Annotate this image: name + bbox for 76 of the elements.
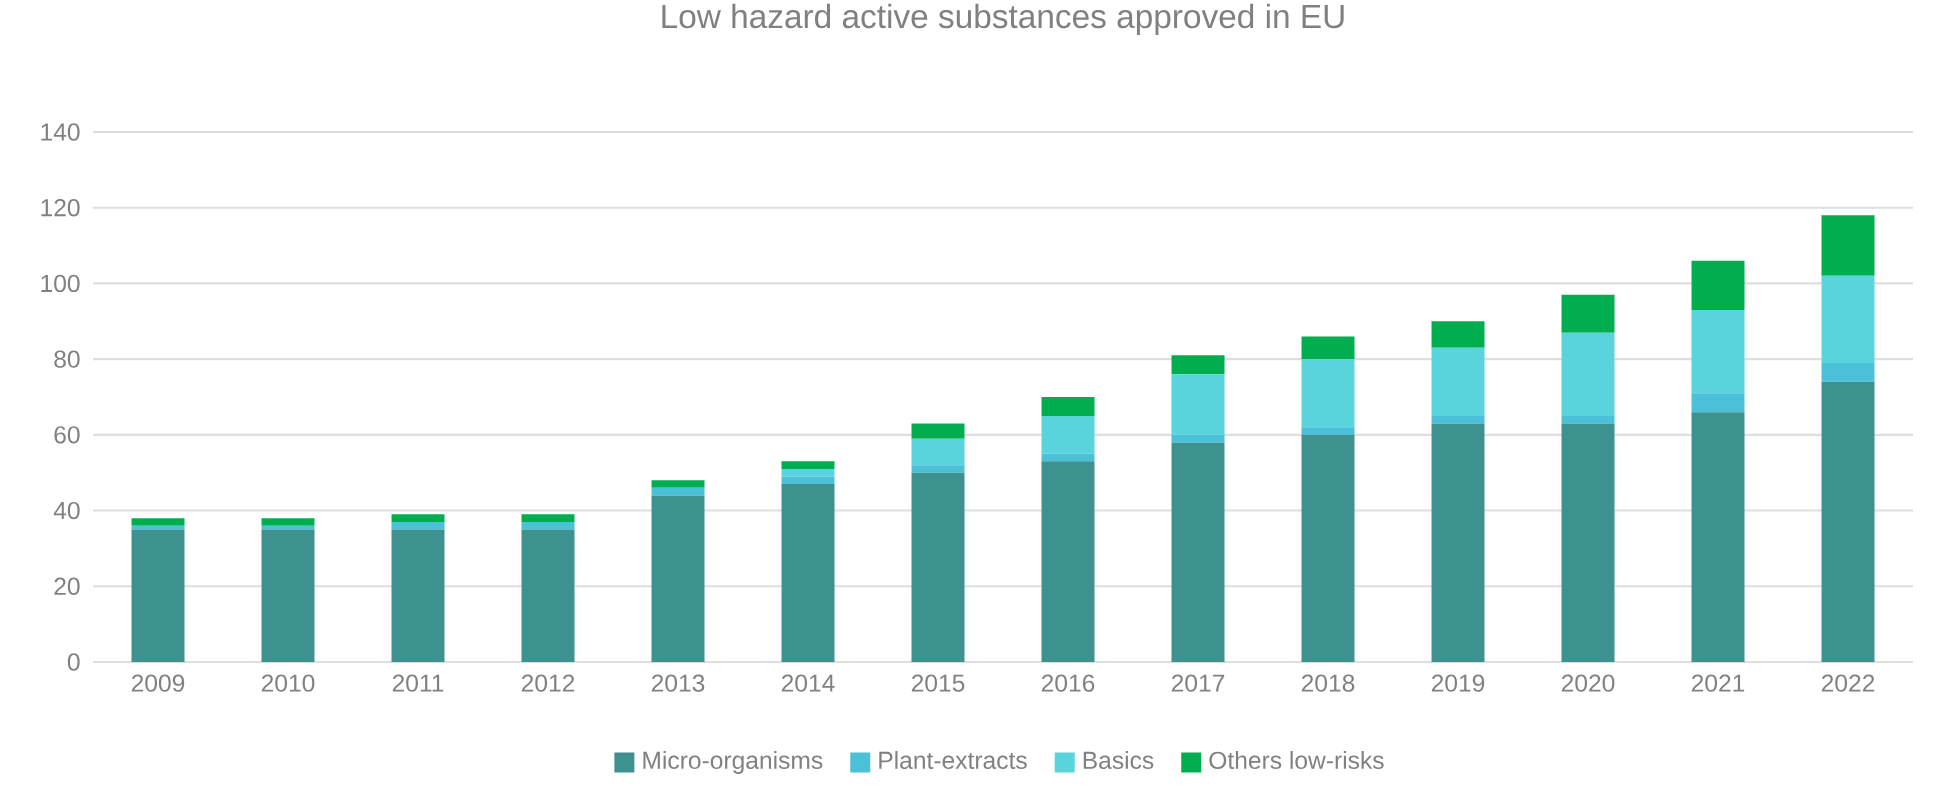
x-tick-label: 2011 bbox=[392, 674, 444, 692]
bar bbox=[521, 529, 575, 662]
bar bbox=[1561, 332, 1615, 416]
bar bbox=[1821, 381, 1875, 662]
y-tick-label: 100 bbox=[41, 274, 80, 293]
x-tick-label: 2020 bbox=[1561, 674, 1615, 692]
y-tick-label: 140 bbox=[41, 123, 80, 141]
y-tick-label: 20 bbox=[54, 577, 80, 595]
bar bbox=[911, 472, 965, 662]
bar bbox=[1821, 362, 1875, 382]
x-tick-label: 2016 bbox=[1041, 674, 1095, 692]
x-tick-label: 2019 bbox=[1431, 674, 1485, 692]
bar bbox=[1041, 453, 1095, 462]
bar bbox=[911, 465, 965, 473]
bar bbox=[261, 518, 315, 526]
bar bbox=[131, 529, 185, 662]
bar bbox=[521, 521, 575, 530]
bar bbox=[781, 461, 835, 469]
bar bbox=[1821, 275, 1875, 363]
legend-label: Micro-organisms bbox=[643, 750, 823, 774]
x-tick-label: 2015 bbox=[911, 674, 965, 692]
y-tick-label: 60 bbox=[54, 426, 80, 444]
bar bbox=[1561, 415, 1615, 424]
bar bbox=[1691, 309, 1745, 394]
bar bbox=[391, 514, 445, 522]
legend-label: Others low-risks bbox=[1209, 750, 1384, 769]
bar bbox=[1301, 427, 1355, 435]
x-tick-label: 2014 bbox=[781, 674, 835, 692]
bar bbox=[781, 484, 835, 662]
bar bbox=[781, 476, 835, 485]
bar bbox=[1821, 215, 1875, 276]
bar bbox=[1431, 423, 1485, 662]
bar bbox=[131, 518, 185, 526]
bar bbox=[1431, 321, 1485, 348]
bar bbox=[911, 423, 965, 439]
bar bbox=[391, 521, 445, 530]
y-tick-label: 0 bbox=[67, 653, 80, 671]
y-tick-label: 120 bbox=[41, 199, 80, 217]
x-tick-label: 2022 bbox=[1821, 674, 1875, 692]
bar bbox=[1171, 374, 1225, 435]
bar bbox=[1691, 393, 1745, 413]
bar bbox=[651, 487, 705, 496]
bar bbox=[651, 495, 705, 662]
bar bbox=[1171, 442, 1225, 662]
x-tick-label: 2017 bbox=[1171, 674, 1225, 692]
bar bbox=[1301, 434, 1355, 662]
bar bbox=[1561, 423, 1615, 662]
x-tick-label: 2010 bbox=[261, 674, 315, 692]
x-tick-label: 2009 bbox=[131, 674, 185, 692]
bar bbox=[1171, 355, 1225, 375]
bar bbox=[391, 529, 445, 662]
legend-label: Basics bbox=[1083, 750, 1154, 769]
bar bbox=[1561, 294, 1615, 333]
legend-label: Plant-extracts bbox=[879, 750, 1027, 769]
x-tick-label: 2013 bbox=[651, 674, 705, 692]
bar bbox=[1691, 260, 1745, 310]
bar bbox=[1301, 336, 1355, 360]
chart-title: Low hazard active substances approved in EU bbox=[662, 3, 1344, 35]
bar bbox=[1691, 412, 1745, 662]
bar bbox=[1171, 434, 1225, 443]
bar bbox=[1301, 359, 1355, 428]
x-tick-label: 2021 bbox=[1691, 674, 1745, 692]
bar bbox=[1041, 396, 1095, 416]
y-tick-label: 80 bbox=[54, 350, 80, 368]
bar bbox=[781, 468, 835, 477]
bar bbox=[1431, 415, 1485, 424]
bar bbox=[651, 480, 705, 488]
y-tick-label: 40 bbox=[53, 501, 80, 520]
bar bbox=[1041, 415, 1095, 454]
bar bbox=[521, 514, 575, 522]
bar bbox=[1041, 461, 1095, 662]
bar bbox=[1431, 347, 1485, 416]
bar bbox=[911, 438, 965, 466]
bar bbox=[261, 529, 315, 662]
x-tick-label: 2012 bbox=[521, 674, 575, 692]
x-tick-label: 2018 bbox=[1301, 674, 1355, 692]
